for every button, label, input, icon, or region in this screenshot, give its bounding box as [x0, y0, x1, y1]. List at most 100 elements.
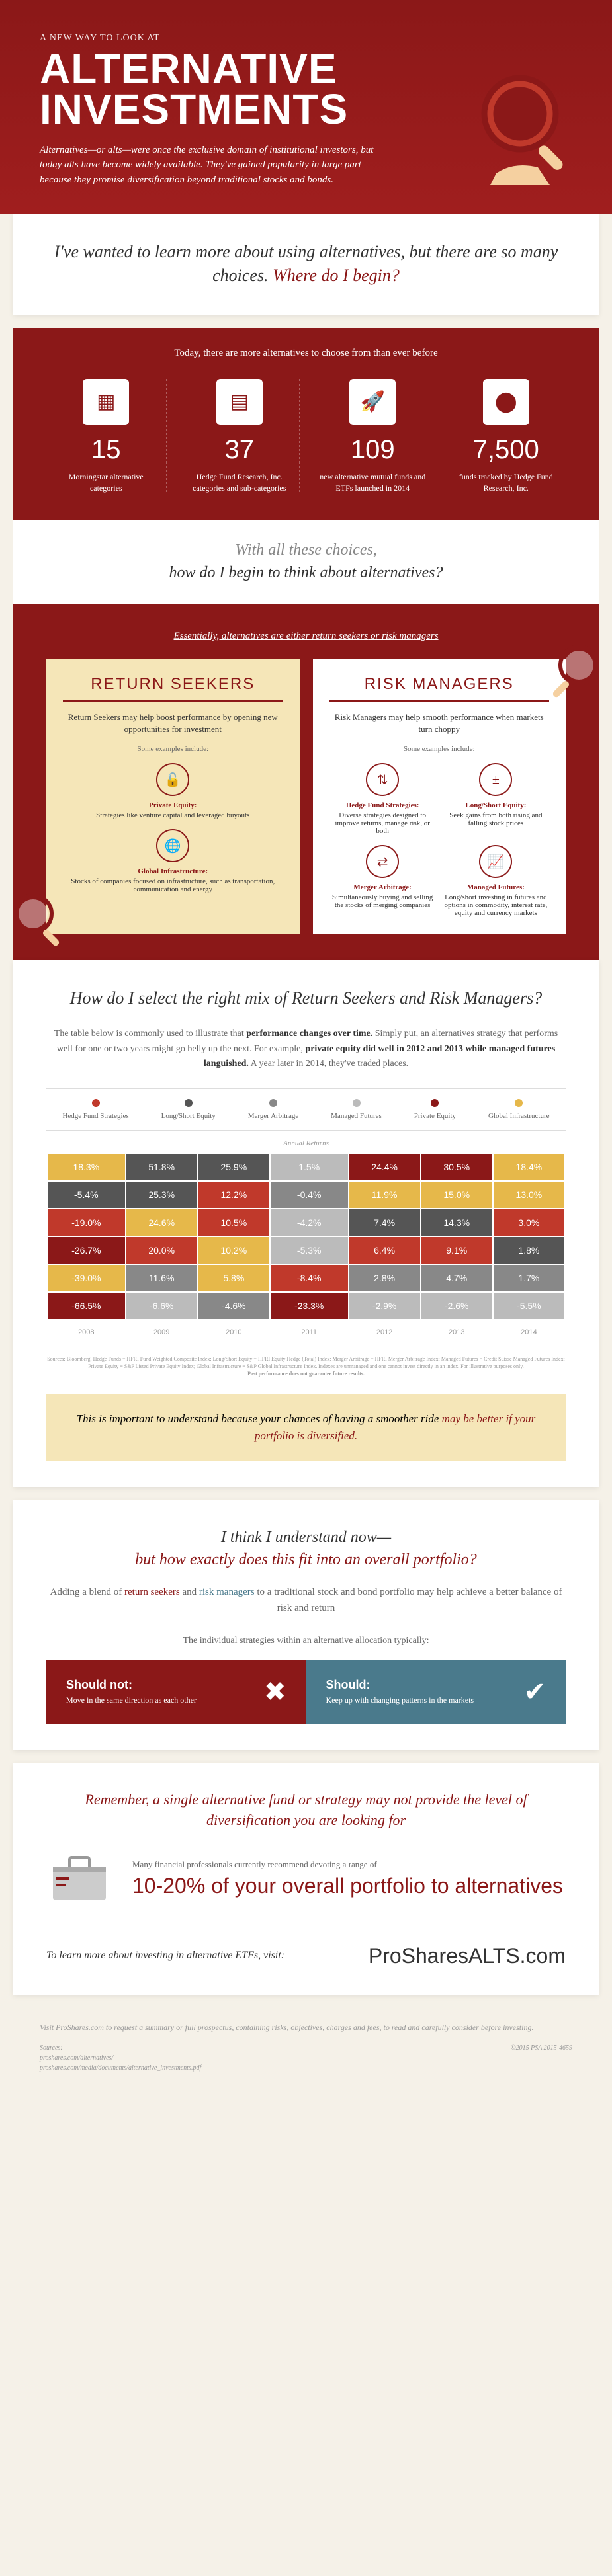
example-icon: ⇅	[366, 763, 399, 796]
stat-item: 🚀109new alternative mutual funds and ETF…	[313, 379, 433, 494]
table-cell: 10.5%	[198, 1209, 270, 1236]
table-cell: 24.6%	[126, 1209, 198, 1236]
stat-icon: ▤	[216, 379, 263, 425]
table-section: How do I select the right mix of Return …	[13, 960, 599, 1487]
x-icon: ✖	[264, 1676, 286, 1707]
callout-box: This is important to understand because …	[46, 1394, 566, 1461]
table-cell: 7.4%	[349, 1209, 421, 1236]
stat-item: ▤37Hedge Fund Research, Inc. categories …	[180, 379, 300, 494]
table-cell: 13.0%	[493, 1181, 565, 1209]
question-3: How do I select the right mix of Return …	[46, 986, 566, 1010]
table-cell: 11.6%	[126, 1264, 198, 1292]
table-cell: 11.9%	[349, 1181, 421, 1209]
return-seekers-box: RETURN SEEKERS Return Seekers may help b…	[46, 659, 300, 934]
strategy-label: The individual strategies within an alte…	[46, 1636, 566, 1646]
table-cell: 20.0%	[126, 1236, 198, 1264]
example-item: ⇄Merger Arbitrage:Simultaneously buying …	[331, 845, 434, 917]
table-description: The table below is commonly used to illu…	[46, 1027, 566, 1071]
remember-text: Remember, a single alternative fund or s…	[46, 1790, 566, 1831]
table-cell: 1.7%	[493, 1264, 565, 1292]
portfolio-section: I think I understand now—but how exactly…	[13, 1500, 599, 1750]
table-cell: 1.5%	[270, 1153, 349, 1181]
stat-icon: ⬤	[483, 379, 529, 425]
copyright: ©2015 PSA 2015-4659	[511, 2043, 572, 2073]
table-cell: -6.6%	[126, 1292, 198, 1320]
table-cell: -4.6%	[198, 1292, 270, 1320]
table-cell: 3.0%	[493, 1209, 565, 1236]
table-cell: -5.3%	[270, 1236, 349, 1264]
stat-item: ⬤7,500funds tracked by Hedge Fund Resear…	[447, 379, 566, 494]
table-cell: 25.9%	[198, 1153, 270, 1181]
example-icon: 🔓	[156, 763, 189, 796]
hero-section: A NEW WAY TO LOOK AT ALTERNATIVE INVESTM…	[0, 0, 612, 214]
question-1: I've wanted to learn more about using al…	[46, 240, 566, 288]
table-sources: Sources: Bloomberg. Hedge Funds = HFRI F…	[46, 1355, 566, 1378]
example-item: 🔓Private Equity:Strategies like venture …	[63, 763, 283, 819]
should-box: Should: Keep up with changing patterns i…	[306, 1660, 566, 1724]
table-cell: 18.4%	[493, 1153, 565, 1181]
table-cell: 30.5%	[421, 1153, 493, 1181]
example-icon: ⇄	[366, 845, 399, 878]
table-cell: -26.7%	[47, 1236, 126, 1264]
hero-subtitle: A NEW WAY TO LOOK AT	[40, 33, 572, 44]
legend-item: Managed Futures	[331, 1099, 382, 1120]
table-cell: 6.4%	[349, 1236, 421, 1264]
categories-section: Essentially, alternatives are either ret…	[13, 604, 599, 960]
learn-more-row: To learn more about investing in alterna…	[46, 1927, 566, 1968]
check-icon: ✔	[523, 1676, 546, 1707]
should-not-box: Should not: Move in the same direction a…	[46, 1660, 306, 1724]
example-item: 📈Managed Futures:Long/short investing in…	[444, 845, 547, 917]
table-title: Annual Returns	[46, 1134, 566, 1152]
risk-managers-box: RISK MANAGERS Risk Managers may help smo…	[313, 659, 566, 934]
table-cell: 10.2%	[198, 1236, 270, 1264]
table-cell: 25.3%	[126, 1181, 198, 1209]
example-icon: 📈	[479, 845, 512, 878]
table-cell: -66.5%	[47, 1292, 126, 1320]
table-cell: 24.4%	[349, 1153, 421, 1181]
table-cell: -19.0%	[47, 1209, 126, 1236]
table-cell: 9.1%	[421, 1236, 493, 1264]
stats-row: ▦15Morningstar alternative categories▤37…	[46, 379, 566, 494]
stats-intro: Today, there are more alternatives to ch…	[46, 348, 566, 359]
table-cell: 5.8%	[198, 1264, 270, 1292]
stats-section: Today, there are more alternatives to ch…	[13, 328, 599, 520]
question-2: With all these choices, how do I begin t…	[46, 540, 566, 584]
example-item: 🌐Global Infrastructure:Stocks of compani…	[63, 829, 283, 893]
table-cell: -5.5%	[493, 1292, 565, 1320]
magnifying-glass-icon	[539, 639, 605, 705]
question-4: I think I understand now—but how exactly…	[46, 1527, 566, 1571]
table-cell: 51.8%	[126, 1153, 198, 1181]
legend-item: Global Infrastructure	[488, 1099, 550, 1120]
table-cell: -39.0%	[47, 1264, 126, 1292]
table-cell: 1.8%	[493, 1236, 565, 1264]
magnifying-glass-icon	[7, 887, 73, 953]
blend-description: Adding a blend of return seekers and ris…	[46, 1584, 566, 1616]
question-2-section: With all these choices, how do I begin t…	[13, 520, 599, 604]
chart-legend: Hedge Fund StrategiesLong/Short EquityMe…	[46, 1088, 566, 1131]
table-cell: -4.2%	[270, 1209, 349, 1236]
risk-managers-title: RISK MANAGERS	[329, 675, 550, 702]
question-1-section: I've wanted to learn more about using al…	[13, 214, 599, 315]
example-icon: 🌐	[156, 829, 189, 862]
stat-icon: ▦	[83, 379, 129, 425]
table-cell: -2.9%	[349, 1292, 421, 1320]
stat-item: ▦15Morningstar alternative categories	[46, 379, 167, 494]
categories-intro: Essentially, alternatives are either ret…	[46, 631, 566, 642]
remember-section: Remember, a single alternative fund or s…	[13, 1763, 599, 1995]
example-icon: ±	[479, 763, 512, 796]
table-cell: 18.3%	[47, 1153, 126, 1181]
briefcase-icon	[46, 1851, 112, 1907]
magnifying-glass-icon	[466, 66, 586, 185]
legend-item: Merger Arbitrage	[248, 1099, 298, 1120]
legend-item: Private Equity	[414, 1099, 456, 1120]
should-row: Should not: Move in the same direction a…	[46, 1660, 566, 1724]
table-cell: -5.4%	[47, 1181, 126, 1209]
return-seekers-title: RETURN SEEKERS	[63, 675, 283, 702]
table-cell: -0.4%	[270, 1181, 349, 1209]
table-cell: -23.3%	[270, 1292, 349, 1320]
website-url[interactable]: ProSharesALTS.com	[369, 1944, 566, 1968]
table-cell: 2.8%	[349, 1264, 421, 1292]
example-item: ⇅Hedge Fund Strategies:Diverse strategie…	[331, 763, 434, 835]
table-cell: 4.7%	[421, 1264, 493, 1292]
stat-icon: 🚀	[349, 379, 396, 425]
